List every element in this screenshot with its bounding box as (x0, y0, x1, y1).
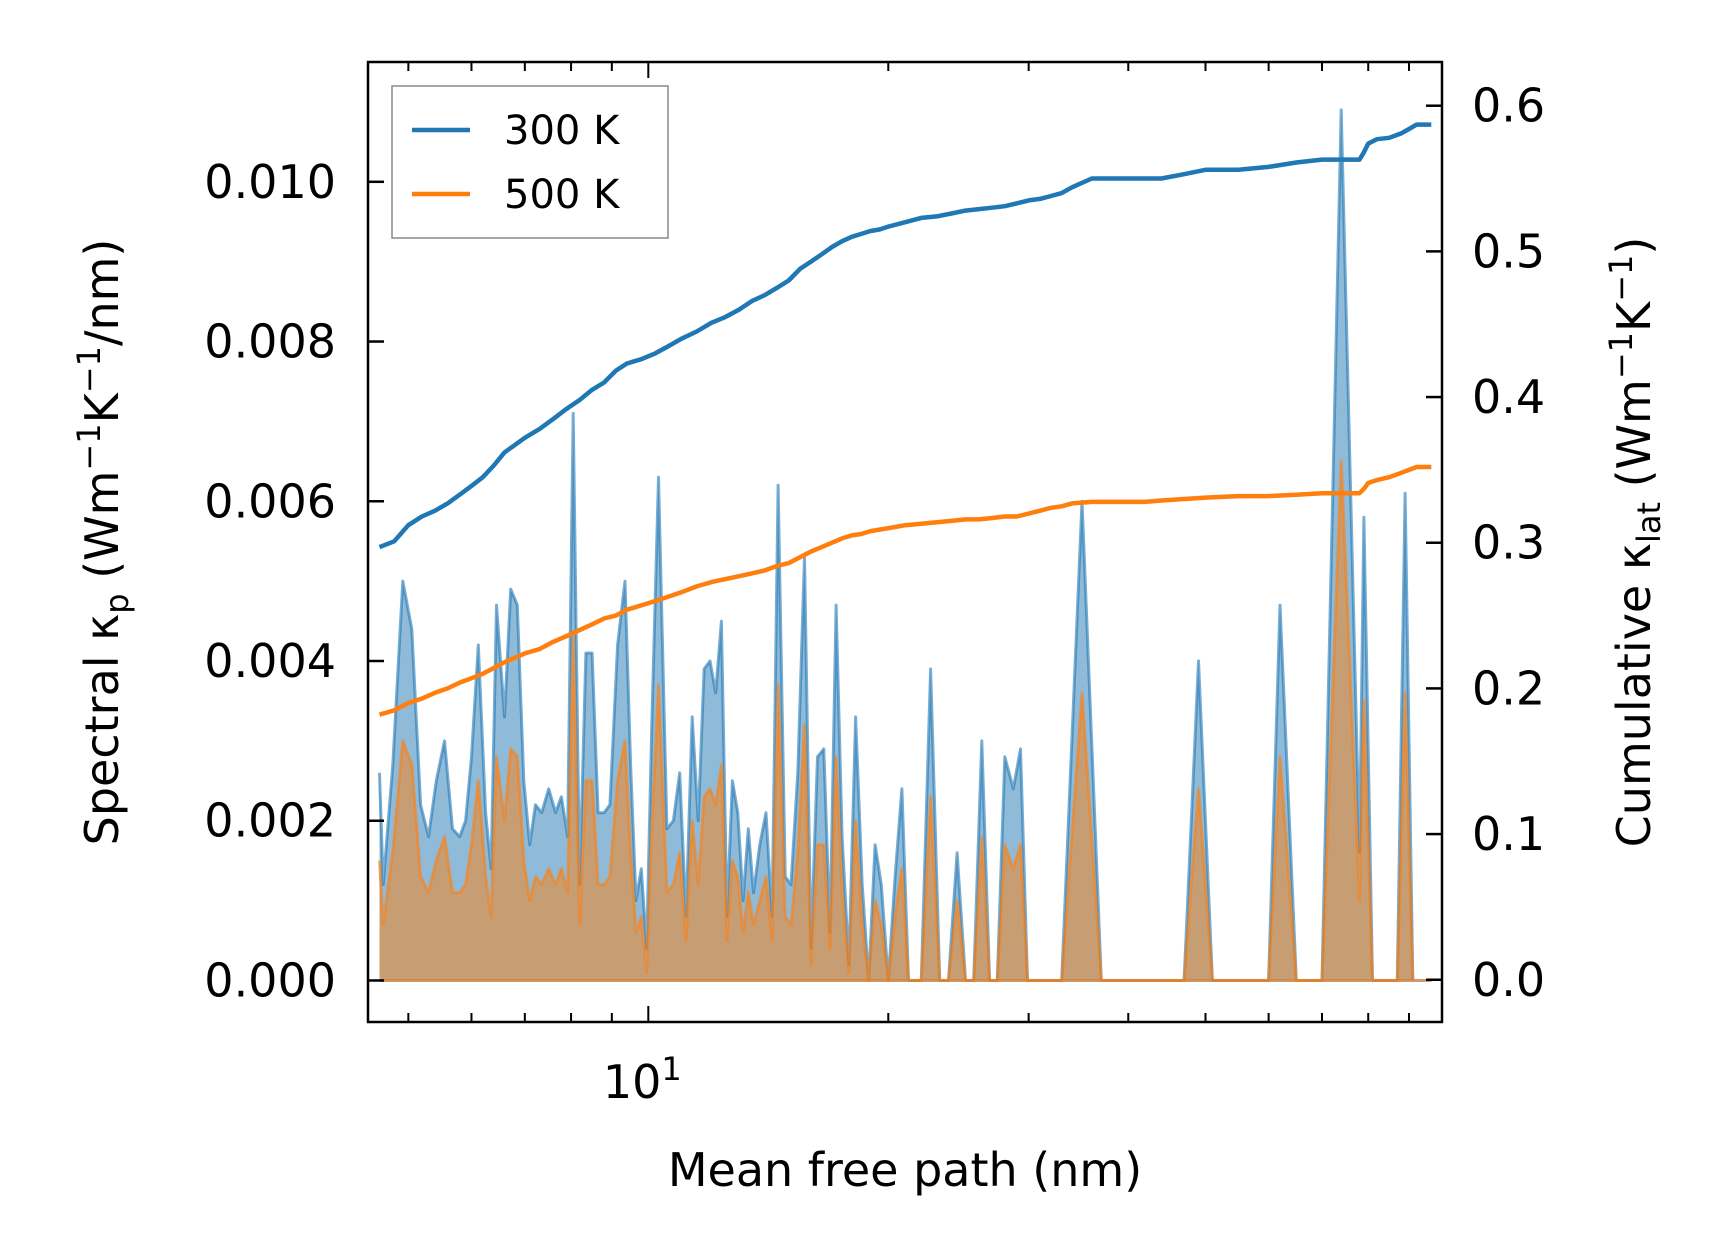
spectral-fill-500k (379, 461, 1413, 981)
right-y-tick-label: 0.6 (1472, 79, 1545, 133)
spectral-line-500k (378, 459, 1415, 982)
x-tick-label-base: 10 (603, 1055, 662, 1109)
axes-layer: 0.000 0.002 0.004 0.006 0.008 0.010 0.0 0.1 0.2 0… (204, 60, 1545, 1109)
left-y-tick-label: 0.006 (204, 474, 336, 528)
cumulative-layer (378, 122, 1432, 717)
cumulative-line-500k (378, 464, 1432, 717)
right-y-axis-title: Cumulative κlat (Wm−1K−1) (1602, 237, 1668, 848)
spectral-layer (378, 108, 1432, 982)
right-y-tick-label: 0.3 (1472, 516, 1545, 570)
right-y-tick-label: 0.5 (1472, 224, 1545, 278)
legend-label-300k: 300 K (504, 108, 621, 154)
spectral-line-300k (378, 108, 1415, 982)
right-y-tick-label: 0.2 (1472, 661, 1545, 715)
legend-label-500k: 500 K (504, 172, 621, 218)
legend: 300 K 500 K (391, 85, 669, 239)
x-axis-title: Mean free path (nm) (668, 1143, 1142, 1197)
axis-labels: Mean free path (nm) Spectral κp (Wm−1K−1/… (70, 237, 1668, 1197)
right-y-tick-label: 0.0 (1472, 953, 1545, 1007)
right-y-tick-label: 0.4 (1472, 370, 1545, 424)
left-y-tick-label: 0.008 (204, 315, 336, 369)
left-y-tick-label: 0.000 (204, 953, 336, 1007)
x-tick-label: 101 (603, 1050, 682, 1109)
right-y-tick-label: 0.1 (1472, 807, 1545, 861)
cumulative-line-300k (378, 122, 1432, 550)
legend-box (391, 85, 669, 239)
left-y-axis-title: Spectral κp (Wm−1K−1/nm) (70, 239, 136, 846)
left-y-tick-label: 0.002 (204, 794, 336, 848)
x-tick-label-exponent: 1 (661, 1050, 681, 1088)
left-y-tick-label: 0.010 (204, 155, 336, 209)
left-y-tick-label: 0.004 (204, 634, 336, 688)
